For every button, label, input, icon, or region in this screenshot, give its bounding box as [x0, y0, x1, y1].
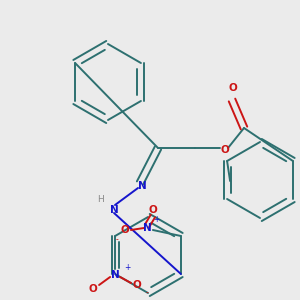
- Text: O: O: [89, 284, 98, 294]
- Text: H: H: [97, 196, 104, 205]
- Text: +: +: [124, 262, 130, 272]
- Text: -: -: [146, 289, 148, 298]
- Text: N: N: [138, 181, 146, 191]
- Text: O: O: [121, 225, 129, 235]
- Text: N: N: [111, 270, 119, 280]
- Text: +: +: [153, 215, 159, 224]
- Text: O: O: [133, 280, 142, 290]
- Text: N: N: [142, 223, 151, 233]
- Text: O: O: [148, 205, 157, 215]
- Text: O: O: [220, 145, 230, 155]
- Text: -: -: [116, 236, 118, 244]
- Text: N: N: [110, 205, 118, 215]
- Text: O: O: [229, 83, 237, 93]
